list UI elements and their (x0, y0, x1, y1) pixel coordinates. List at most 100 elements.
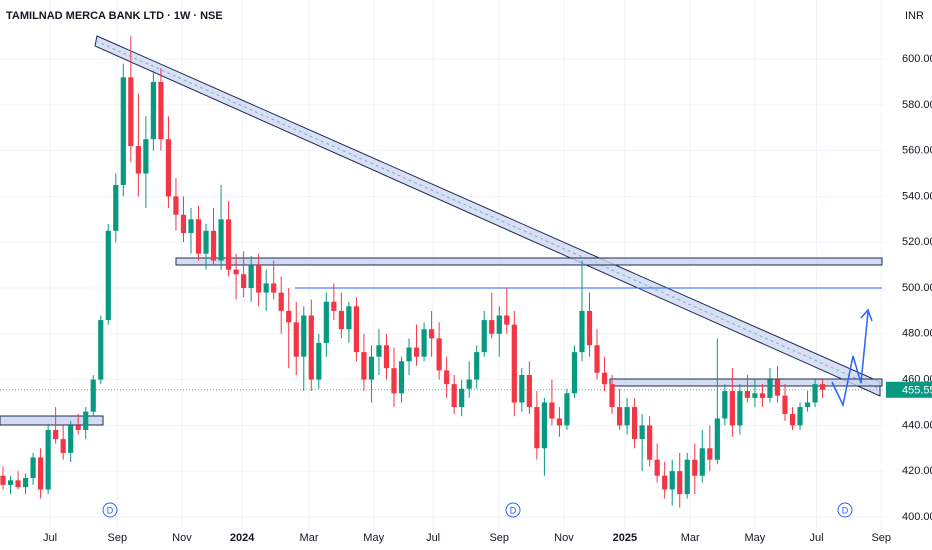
x-tick-label: May (363, 532, 384, 544)
candle-body (22, 478, 29, 488)
candle-body (451, 384, 457, 408)
candle-body (286, 310, 292, 323)
x-tick-label: Sep (489, 532, 509, 544)
candle-body (737, 391, 743, 426)
x-tick-label: Sep (108, 532, 128, 544)
trend-channel (94, 35, 881, 397)
candle-body (158, 81, 164, 140)
candle-body (571, 352, 578, 394)
candle-body (692, 459, 698, 476)
candle-body (789, 413, 796, 426)
x-tick-label: Jul (426, 532, 440, 544)
y-tick-label: 500.00 (902, 282, 932, 294)
candle-body (308, 315, 314, 380)
candle-body (45, 429, 51, 490)
candle-body (616, 407, 623, 426)
candle-body (233, 269, 239, 275)
candle-body (797, 407, 803, 426)
y-tick-label: 540.00 (902, 190, 932, 202)
candle-body (30, 457, 36, 479)
candle-body (263, 283, 269, 293)
candle-body (150, 81, 156, 140)
candle-body (436, 338, 442, 371)
candle-body (594, 345, 600, 373)
dividend-label: D (842, 505, 849, 515)
candle-body (413, 347, 420, 357)
candle-body (241, 274, 247, 289)
candle-body (526, 375, 532, 408)
y-tick-label: 520.00 (902, 236, 932, 248)
currency-label: INR (905, 10, 924, 22)
candle-body (218, 219, 224, 261)
candle-body (256, 265, 262, 293)
last-price-label: 455.55 (902, 385, 932, 397)
dividend-marker (837, 502, 853, 518)
candle-body (53, 429, 59, 440)
y-tick-label: 480.00 (902, 328, 932, 340)
candle-body (684, 459, 690, 495)
candle-body (662, 475, 668, 490)
candle-body (774, 379, 781, 396)
x-tick-label: May (745, 532, 766, 544)
candle-body (759, 393, 766, 398)
dividend-label: D (510, 505, 517, 515)
candle-body (301, 315, 307, 357)
candle-body (128, 77, 134, 147)
candle-body (135, 146, 141, 174)
candle-body (38, 457, 44, 490)
candle-body (406, 347, 412, 362)
candle-body (767, 379, 773, 398)
candle-body (586, 310, 593, 346)
candle-body (90, 379, 96, 412)
candle-body (383, 345, 390, 369)
candle-body (474, 352, 480, 380)
dividend-markers: D D D (102, 502, 853, 518)
candle-body (459, 388, 465, 408)
candle-body (669, 471, 675, 490)
candle-body (534, 407, 540, 449)
candle-body (782, 395, 788, 414)
candle-body (338, 310, 344, 330)
candle-body (624, 407, 630, 426)
candle-body (195, 219, 202, 254)
x-tick-label: Sep (871, 532, 891, 544)
y-tick-label: 440.00 (902, 419, 932, 431)
candle-body (812, 384, 818, 403)
candle-body (225, 219, 232, 270)
x-tick-label: Mar (681, 532, 700, 544)
candle-body (819, 384, 826, 390)
candle-body (143, 139, 149, 174)
candle-body (444, 370, 450, 385)
candle-body (481, 320, 487, 353)
y-tick-label: 560.00 (902, 145, 932, 157)
candle-body (165, 139, 172, 197)
candle-body (210, 230, 217, 261)
candle-body (188, 219, 194, 234)
projection-arrow (831, 311, 869, 408)
candle-body (421, 329, 427, 357)
candle-body (368, 356, 375, 380)
y-tick-label: 600.00 (902, 53, 932, 65)
candle-body (0, 475, 6, 485)
candles (0, 36, 885, 508)
candle-body (15, 480, 21, 488)
candle-body (496, 315, 502, 334)
candle-body (398, 361, 405, 394)
candle-body (271, 283, 277, 293)
candle-body (632, 407, 638, 440)
candle-body (549, 402, 555, 419)
dividend-label: D (107, 505, 114, 515)
support-zone (609, 378, 883, 387)
candle-body (699, 448, 705, 476)
y-tick-label: 420.00 (902, 465, 932, 477)
candle-body (113, 184, 119, 231)
candle-body (579, 310, 585, 353)
candle-body (376, 345, 382, 357)
candle-body (707, 448, 713, 460)
candle-body (173, 196, 179, 215)
candle-body (361, 352, 367, 380)
price-axis (885, 0, 932, 550)
candle-body (564, 393, 570, 426)
